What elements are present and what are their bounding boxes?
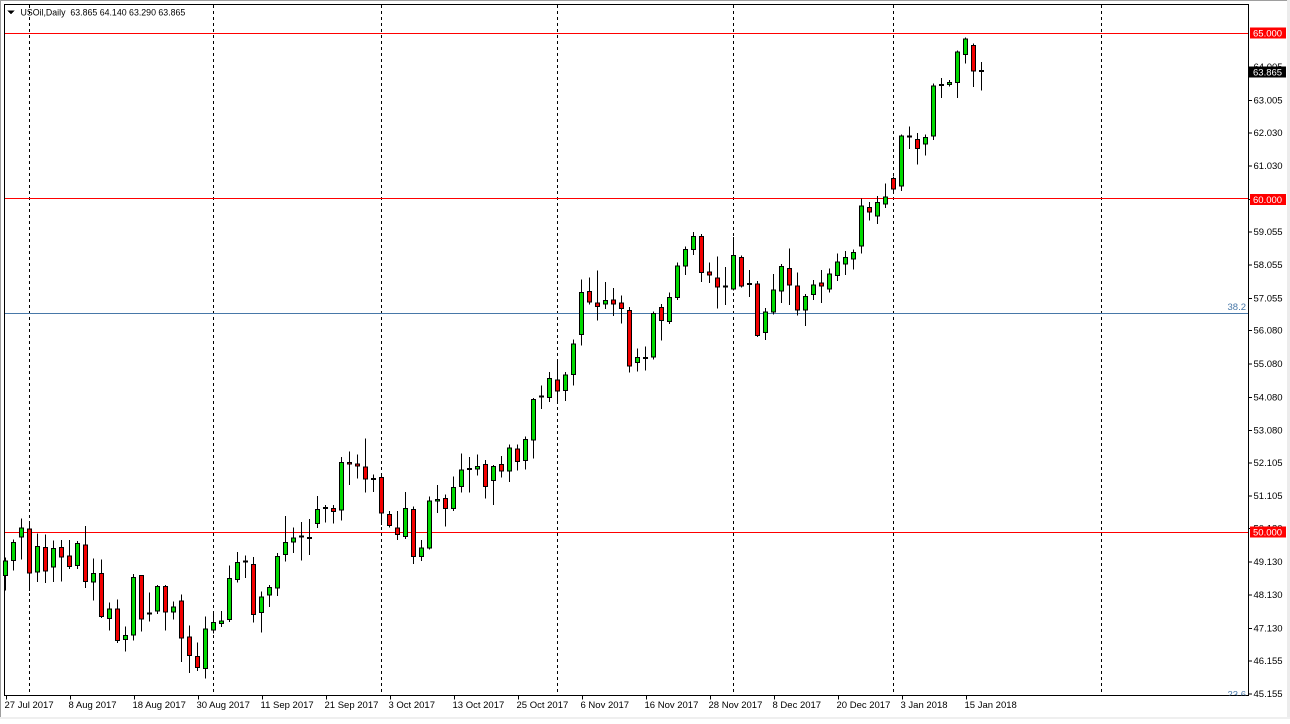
svg-text:38.2: 38.2 — [1228, 302, 1247, 313]
svg-text:54.080: 54.080 — [1254, 392, 1283, 403]
svg-text:56.080: 56.080 — [1254, 326, 1283, 337]
svg-text:3 Oct 2017: 3 Oct 2017 — [389, 700, 435, 711]
svg-text:28 Nov 2017: 28 Nov 2017 — [709, 700, 763, 711]
svg-text:53.080: 53.080 — [1254, 426, 1283, 437]
svg-text:52.105: 52.105 — [1254, 458, 1283, 469]
svg-text:51.105: 51.105 — [1254, 491, 1283, 502]
svg-text:63.865: 63.865 — [1253, 68, 1282, 79]
svg-text:61.030: 61.030 — [1254, 161, 1283, 172]
svg-text:58.055: 58.055 — [1254, 260, 1283, 271]
svg-text:21 Sep 2017: 21 Sep 2017 — [325, 700, 379, 711]
svg-text:62.030: 62.030 — [1254, 128, 1283, 139]
svg-text:63.005: 63.005 — [1254, 95, 1283, 106]
svg-text:15 Jan 2018: 15 Jan 2018 — [965, 700, 1017, 711]
svg-text:57.055: 57.055 — [1254, 293, 1283, 304]
svg-text:USOil,Daily 63.865 64.140 63.: USOil,Daily 63.865 64.140 63.290 63.865 — [21, 8, 186, 18]
svg-text:48.130: 48.130 — [1254, 590, 1283, 601]
svg-text:13 Oct 2017: 13 Oct 2017 — [453, 700, 505, 711]
svg-text:18 Aug 2017: 18 Aug 2017 — [133, 700, 186, 711]
svg-text:49.130: 49.130 — [1254, 557, 1283, 568]
svg-text:6 Nov 2017: 6 Nov 2017 — [581, 700, 630, 711]
svg-text:3 Jan 2018: 3 Jan 2018 — [901, 700, 948, 711]
svg-text:8 Dec 2017: 8 Dec 2017 — [773, 700, 822, 711]
svg-text:16 Nov 2017: 16 Nov 2017 — [645, 700, 699, 711]
svg-text:47.130: 47.130 — [1254, 624, 1283, 635]
svg-text:25 Oct 2017: 25 Oct 2017 — [517, 700, 569, 711]
svg-text:11 Sep 2017: 11 Sep 2017 — [261, 700, 314, 711]
svg-text:46.155: 46.155 — [1254, 656, 1283, 667]
svg-text:45.155: 45.155 — [1254, 689, 1283, 700]
svg-text:27 Jul 2017: 27 Jul 2017 — [5, 700, 54, 711]
svg-text:30 Aug 2017: 30 Aug 2017 — [197, 700, 250, 711]
svg-text:8 Aug 2017: 8 Aug 2017 — [69, 700, 117, 711]
svg-text:55.080: 55.080 — [1254, 359, 1283, 370]
svg-text:20 Dec 2017: 20 Dec 2017 — [837, 700, 891, 711]
svg-text:59.055: 59.055 — [1254, 227, 1283, 238]
svg-text:23.6: 23.6 — [1228, 690, 1247, 701]
svg-text:60.000: 60.000 — [1253, 195, 1282, 206]
svg-text:50.000: 50.000 — [1253, 528, 1282, 539]
svg-text:65.000: 65.000 — [1253, 29, 1282, 40]
